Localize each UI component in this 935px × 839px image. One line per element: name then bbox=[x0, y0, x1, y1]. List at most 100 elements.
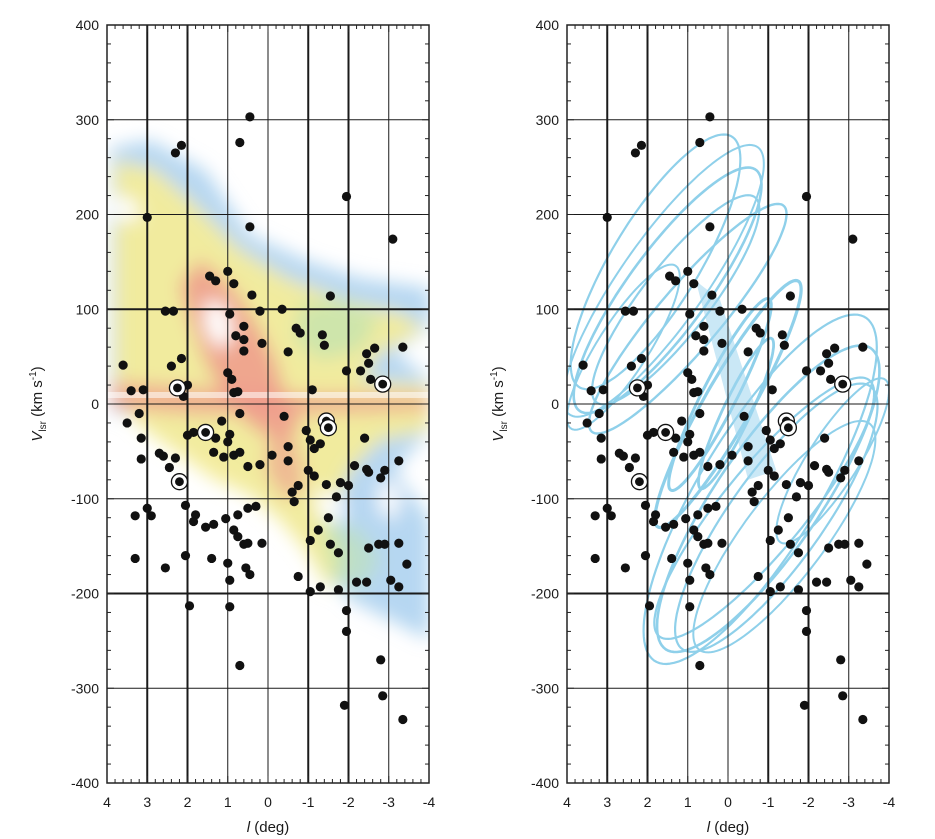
data-point bbox=[283, 456, 293, 466]
data-point bbox=[402, 559, 412, 569]
data-point bbox=[691, 331, 701, 341]
data-point bbox=[188, 516, 199, 527]
data-point bbox=[590, 553, 600, 564]
data-point bbox=[209, 519, 219, 529]
data-point bbox=[341, 605, 352, 616]
x-tick-label: 3 bbox=[143, 794, 151, 810]
data-point bbox=[307, 385, 317, 395]
data-point bbox=[596, 454, 606, 464]
data-point bbox=[830, 343, 840, 353]
data-point bbox=[170, 148, 181, 158]
y-tick-label: 400 bbox=[536, 17, 560, 33]
orbit-track bbox=[587, 202, 788, 435]
data-point bbox=[769, 471, 779, 481]
data-point bbox=[683, 368, 693, 378]
data-point bbox=[765, 535, 775, 546]
data-point bbox=[245, 569, 255, 580]
data-point bbox=[279, 411, 289, 421]
data-point bbox=[398, 714, 408, 725]
data-point bbox=[243, 461, 253, 472]
y-tick-label: -400 bbox=[531, 775, 559, 791]
data-point bbox=[824, 543, 834, 553]
data-point bbox=[333, 585, 344, 595]
data-point bbox=[715, 306, 725, 316]
data-point bbox=[781, 479, 791, 490]
data-point bbox=[164, 462, 174, 473]
data-point bbox=[809, 460, 820, 471]
y-tick-label: 200 bbox=[536, 207, 560, 223]
data-point bbox=[644, 601, 655, 611]
data-point bbox=[376, 655, 386, 665]
orbit-track bbox=[653, 376, 876, 640]
data-point bbox=[846, 575, 856, 585]
data-point bbox=[854, 456, 864, 466]
data-point bbox=[229, 279, 239, 289]
data-point bbox=[247, 290, 257, 300]
data-point bbox=[803, 480, 814, 491]
data-point bbox=[677, 416, 687, 426]
data-point bbox=[749, 496, 759, 507]
y-tick-label: -400 bbox=[71, 775, 99, 791]
x-tick-label: -3 bbox=[843, 794, 856, 810]
data-point bbox=[785, 291, 795, 301]
x-tick-label: 0 bbox=[264, 794, 272, 810]
data-point bbox=[223, 558, 233, 568]
data-point bbox=[795, 478, 806, 488]
data-point bbox=[737, 304, 747, 314]
x-tick-label: 3 bbox=[603, 794, 611, 810]
data-point bbox=[648, 516, 659, 527]
data-point bbox=[801, 605, 812, 616]
data-point bbox=[223, 266, 233, 276]
data-point bbox=[217, 416, 227, 426]
circled-point bbox=[838, 379, 848, 389]
data-point bbox=[602, 212, 612, 222]
orbit-track bbox=[567, 263, 681, 431]
data-point bbox=[743, 456, 753, 466]
data-point bbox=[705, 112, 715, 122]
data-point bbox=[815, 366, 826, 376]
data-point bbox=[578, 360, 588, 370]
y-tick-label: 300 bbox=[536, 112, 560, 128]
data-point bbox=[313, 525, 323, 535]
data-point bbox=[715, 460, 725, 470]
data-point bbox=[765, 587, 775, 597]
data-point bbox=[394, 538, 404, 548]
data-point bbox=[822, 349, 832, 359]
data-point bbox=[239, 321, 249, 331]
data-point bbox=[380, 465, 390, 475]
data-point bbox=[166, 361, 176, 371]
data-point bbox=[620, 563, 630, 573]
data-point bbox=[235, 447, 245, 457]
y-tick-label: -200 bbox=[71, 586, 99, 602]
x-tick-label: 1 bbox=[684, 794, 692, 810]
data-point bbox=[158, 451, 168, 461]
data-point bbox=[325, 291, 335, 301]
data-point bbox=[335, 478, 346, 488]
axis-ticks-right: -400 -300 -200 -100 0 100 200 300 400 4 3 2 1 0 -1 -2 -3… bbox=[531, 17, 895, 810]
data-point bbox=[685, 429, 695, 439]
data-point bbox=[683, 437, 693, 447]
data-point bbox=[683, 558, 693, 568]
data-point bbox=[671, 276, 681, 286]
data-point bbox=[364, 543, 374, 553]
data-point bbox=[223, 368, 233, 378]
data-point bbox=[229, 525, 239, 535]
data-point bbox=[227, 374, 237, 384]
data-point bbox=[378, 691, 388, 701]
data-point bbox=[339, 700, 350, 710]
data-point bbox=[201, 522, 211, 532]
data-point bbox=[695, 137, 705, 148]
data-point bbox=[182, 430, 193, 440]
data-point bbox=[394, 582, 404, 592]
data-point bbox=[699, 321, 709, 331]
data-point bbox=[349, 460, 360, 471]
data-point bbox=[753, 571, 763, 582]
data-point bbox=[136, 454, 146, 464]
data-point bbox=[717, 538, 727, 548]
data-point bbox=[370, 343, 380, 353]
data-point bbox=[628, 306, 639, 316]
data-point bbox=[305, 435, 315, 445]
data-point bbox=[231, 331, 241, 341]
data-point bbox=[689, 279, 699, 289]
